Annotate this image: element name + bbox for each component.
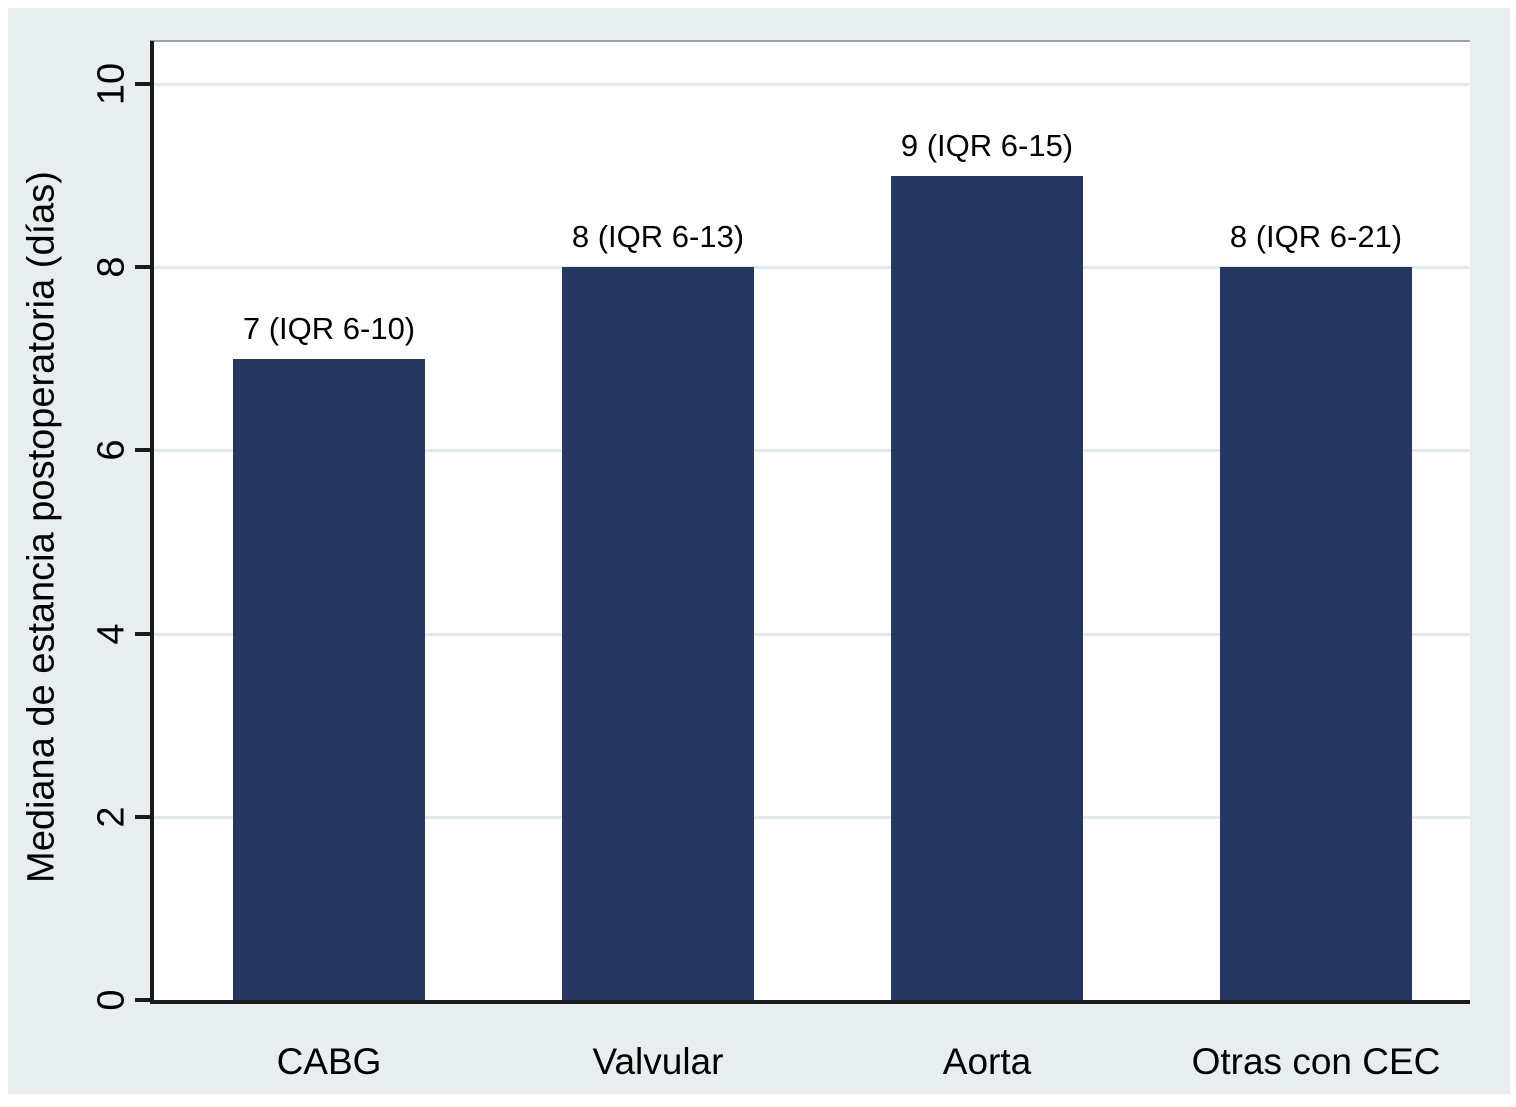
x-axis-line	[150, 1000, 1470, 1004]
gridline-y6	[154, 449, 1470, 453]
bar-value-label: 7 (IQR 6-10)	[242, 310, 416, 346]
gridline-y4	[154, 632, 1470, 636]
y-tick-2	[135, 814, 150, 819]
x-category-label: Valvular	[592, 1041, 724, 1082]
bar-cabg	[233, 358, 425, 1000]
y-tick-label-6: 6	[90, 439, 133, 461]
y-tick-label-0: 0	[90, 989, 133, 1011]
y-tick-10	[135, 82, 150, 86]
y-axis-title: Mediana de estancia postoperatoria (días…	[20, 171, 63, 883]
y-tick-label-8: 8	[90, 256, 133, 278]
gridline-y10	[154, 83, 1470, 86]
y-tick-8	[135, 265, 150, 270]
bar-otras-con-cec	[1220, 267, 1412, 1000]
bar-value-label: 9 (IQR 6-15)	[900, 127, 1074, 163]
plot-top-border	[150, 40, 1470, 42]
y-tick-label-4: 4	[90, 623, 133, 645]
bar-valvular	[562, 267, 754, 1000]
y-tick-6	[135, 448, 150, 453]
bar-aorta	[891, 175, 1083, 1000]
gridline-y2	[154, 815, 1470, 819]
y-axis-line	[150, 41, 154, 1004]
y-tick-0	[135, 998, 150, 1002]
bar-value-label: 8 (IQR 6-13)	[571, 219, 745, 255]
bar-value-label: 8 (IQR 6-21)	[1229, 219, 1403, 255]
x-category-label: Otras con CEC	[1191, 1041, 1441, 1082]
x-category-label: CABG	[276, 1041, 382, 1082]
y-tick-label-2: 2	[90, 806, 133, 828]
gridline-y8	[154, 266, 1470, 270]
x-category-label: Aorta	[942, 1041, 1032, 1082]
y-tick-label-10: 10	[90, 62, 133, 106]
y-tick-4	[135, 631, 150, 636]
